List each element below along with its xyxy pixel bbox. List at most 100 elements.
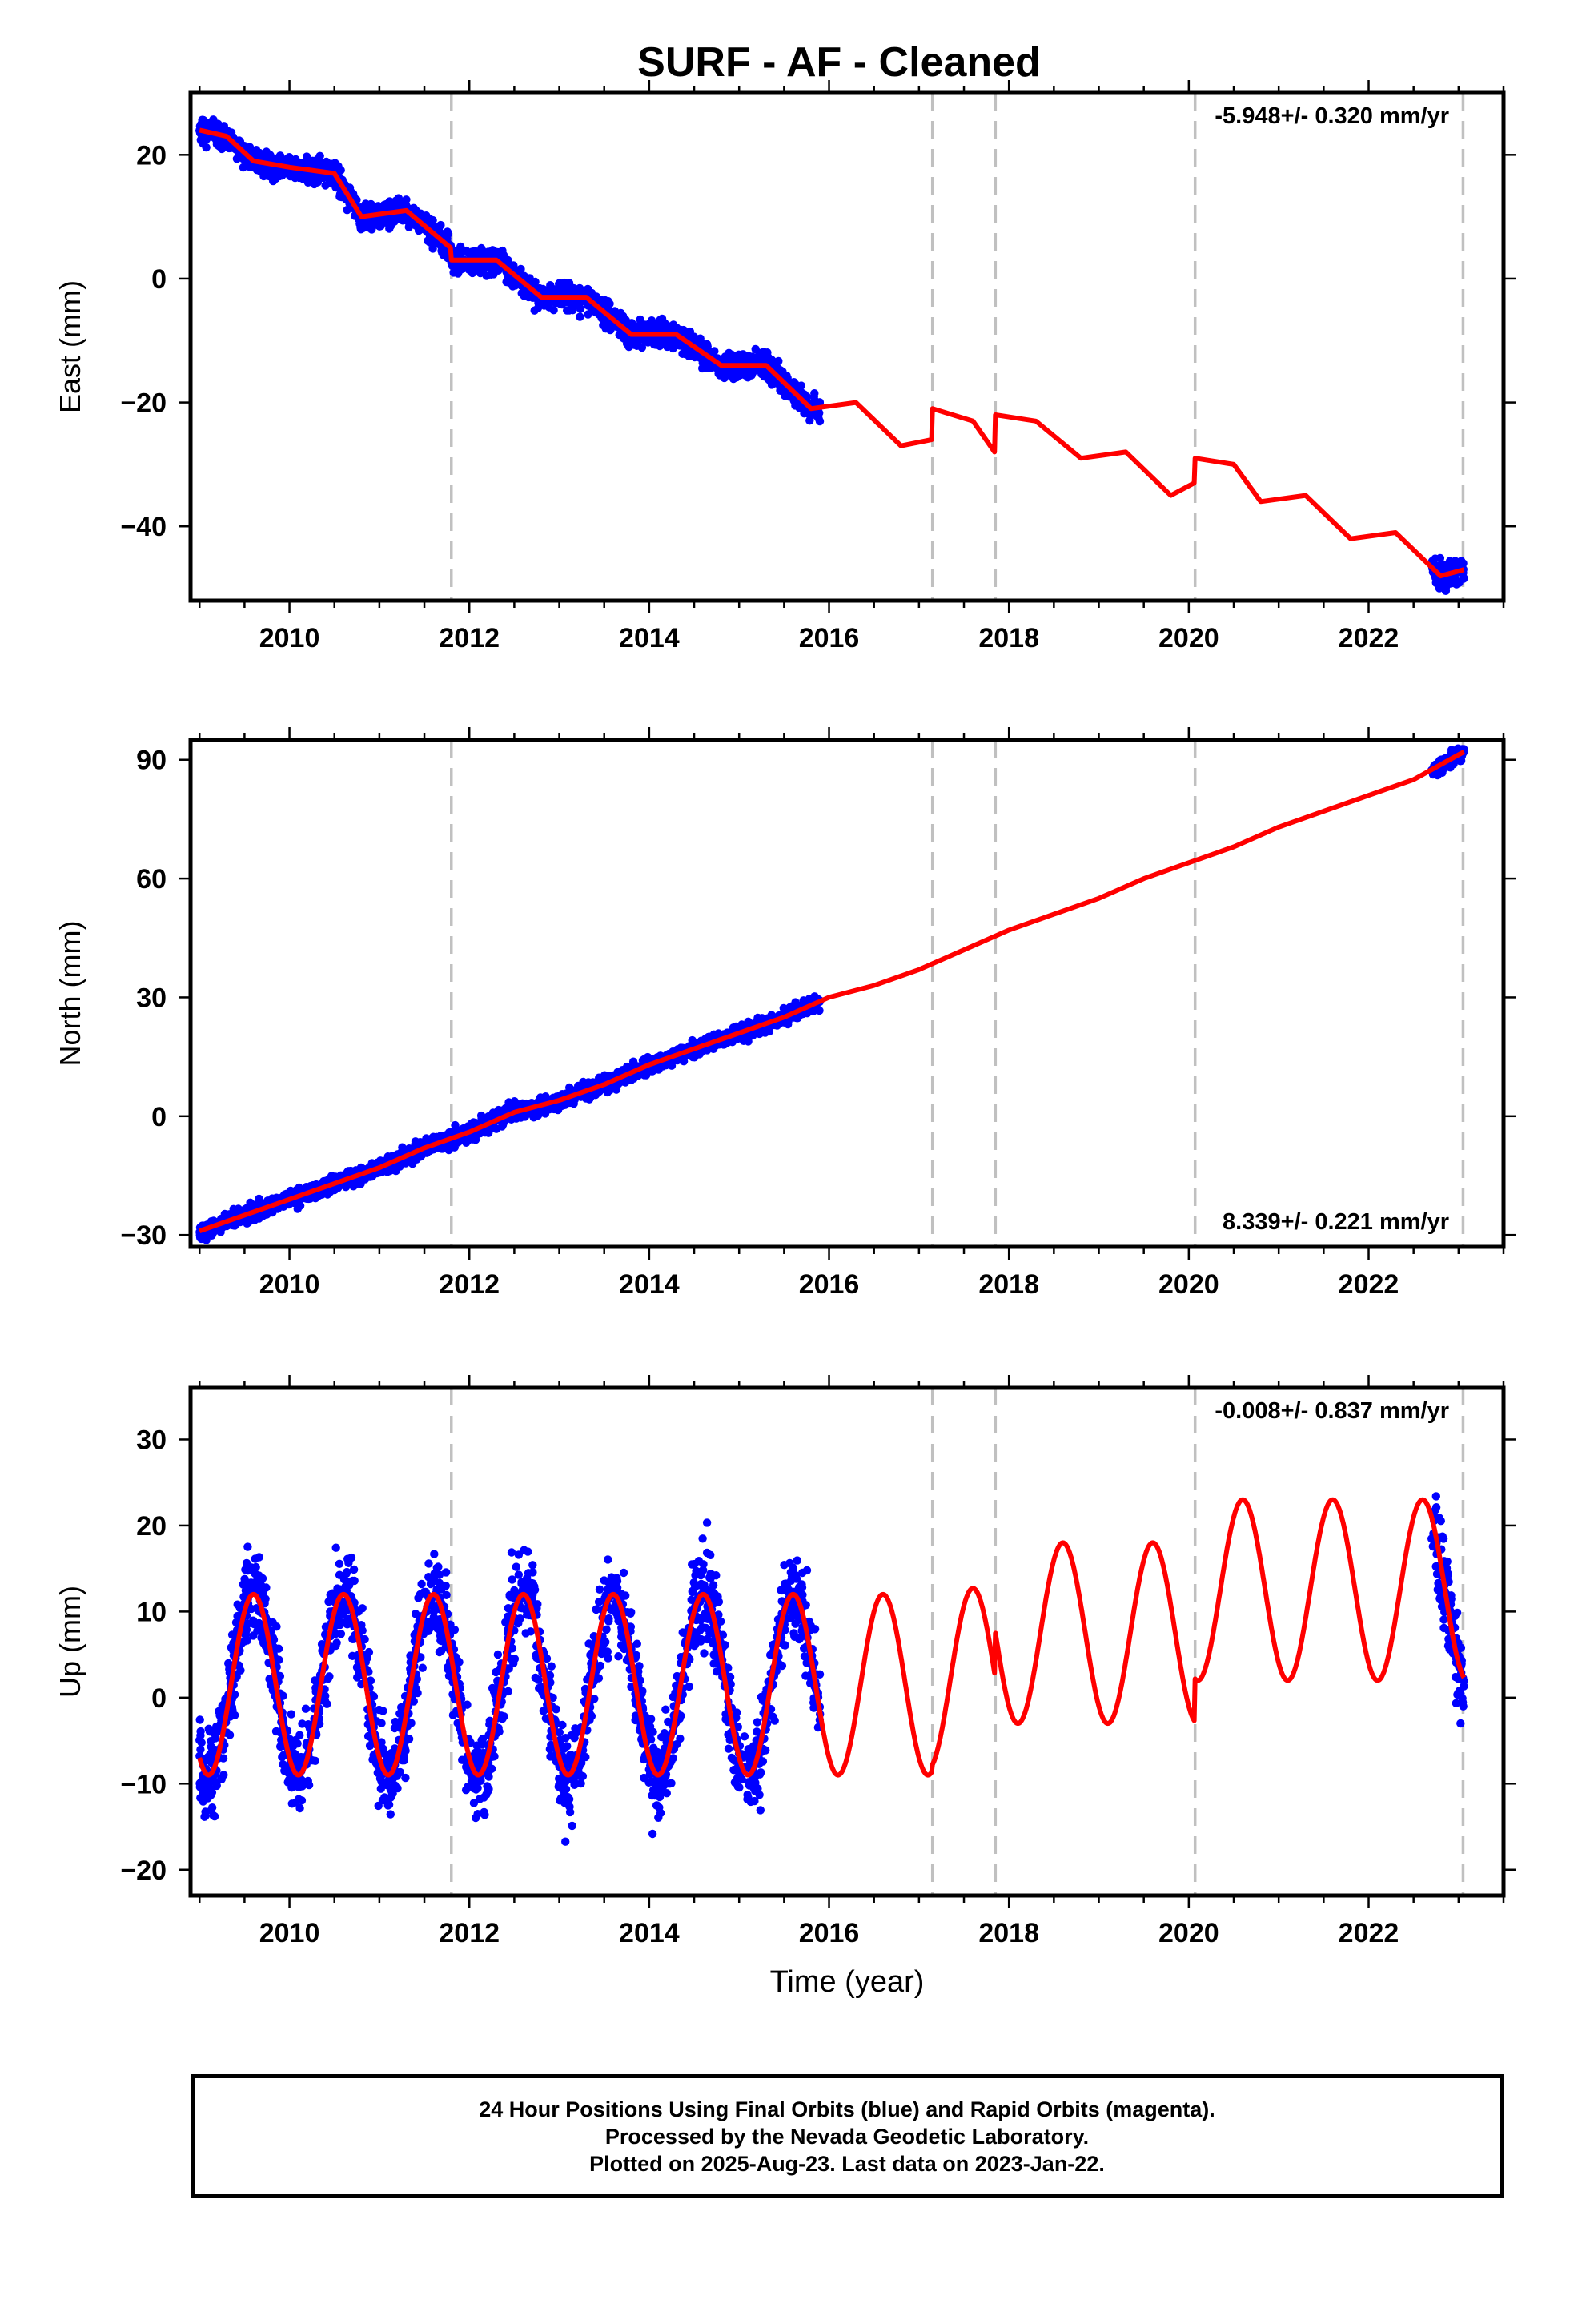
data-point: [559, 1100, 568, 1109]
data-point: [246, 1198, 255, 1208]
y-tick-label: 90: [136, 746, 167, 776]
data-point: [502, 277, 511, 287]
x-tick-label: 2018: [978, 1269, 1039, 1300]
x-tick-label: 2018: [978, 623, 1039, 653]
data-point: [389, 216, 399, 225]
data-point: [263, 171, 272, 180]
data-point: [1441, 586, 1451, 595]
data-point: [336, 1630, 346, 1638]
data-point: [289, 1188, 298, 1197]
data-point: [243, 1542, 252, 1551]
data-point: [271, 174, 280, 183]
data-point: [212, 136, 221, 145]
data-point: [748, 352, 757, 361]
data-point: [1451, 575, 1460, 584]
data-point: [727, 372, 736, 380]
data-point: [516, 264, 525, 274]
data-point: [577, 287, 586, 296]
data-point: [428, 244, 437, 253]
data-point: [693, 336, 703, 346]
data-point: [452, 260, 462, 270]
data-point: [1459, 573, 1468, 582]
data-point: [622, 339, 632, 348]
data-point: [721, 355, 729, 364]
data-point: [542, 298, 552, 307]
figure-title: SURF - AF - Cleaned: [637, 39, 1041, 86]
data-point: [450, 1143, 459, 1152]
data-point: [714, 1029, 723, 1038]
data-point: [629, 338, 638, 347]
data-point: [680, 327, 689, 336]
x-tick-label: 2022: [1339, 1269, 1399, 1300]
data-point: [702, 340, 712, 349]
y-tick-label: −20: [120, 388, 167, 419]
y-axis-label: North (mm): [54, 921, 86, 1067]
data-point: [522, 291, 532, 300]
data-point: [584, 310, 592, 319]
data-point: [440, 231, 449, 240]
data-point: [308, 156, 317, 165]
data-point: [331, 1172, 340, 1181]
y-tick-label: 20: [136, 140, 167, 171]
x-tick-label: 2022: [1339, 623, 1399, 653]
data-point: [619, 1568, 628, 1578]
data-point: [331, 1543, 340, 1552]
x-tick-label: 2020: [1158, 623, 1219, 653]
data-point: [761, 1028, 769, 1037]
data-point: [303, 152, 311, 161]
data-point: [648, 1829, 657, 1839]
plot-frame: [188, 90, 1506, 603]
data-point: [651, 320, 661, 329]
y-tick-label: −30: [120, 1220, 167, 1251]
data-point: [745, 1030, 754, 1039]
rate-label: 8.339+/- 0.221 mm/yr: [1223, 1209, 1449, 1235]
data-point: [812, 412, 821, 420]
data-point: [489, 270, 498, 279]
data-point: [665, 337, 673, 346]
y-tick-label: 0: [151, 264, 167, 295]
data-point: [279, 1191, 288, 1200]
data-point: [453, 269, 463, 278]
data-point: [310, 175, 319, 183]
data-point: [439, 251, 448, 259]
data-point: [738, 350, 748, 359]
x-tick-label: 2010: [259, 1269, 320, 1300]
data-point: [196, 1745, 205, 1754]
data-point: [714, 367, 724, 376]
panel-3: 2010 2012 2014 2016 2018 2020 2022−20−10010203…: [54, 1375, 1516, 1999]
data-point: [468, 268, 477, 278]
panels: 2010 2012 2014 2016 2018 2020 2022−40−20020Eas…: [54, 80, 1516, 1999]
data-point: [1431, 554, 1439, 563]
data-point: [765, 376, 774, 385]
data-point: [199, 115, 208, 125]
data-point: [774, 356, 783, 366]
y-tick-label: 0: [151, 1102, 167, 1132]
data-point: [595, 1585, 604, 1594]
x-tick-label: 2014: [619, 1269, 680, 1300]
data-point: [321, 181, 330, 190]
y-tick-label: 60: [136, 864, 167, 895]
data-point: [365, 223, 375, 232]
x-tick-label: 2012: [439, 1269, 500, 1300]
data-point: [584, 1078, 593, 1087]
model-line: [199, 127, 1465, 579]
data-point: [386, 1810, 395, 1819]
x-tick-label: 2016: [799, 623, 860, 653]
data-point: [533, 304, 543, 312]
data-point: [375, 222, 384, 231]
data-point: [685, 352, 693, 360]
panel-2: 2010 2012 2014 2016 2018 2020 2022−300306090No…: [54, 727, 1516, 1300]
data-point: [355, 219, 364, 228]
x-tick-label: 2012: [439, 623, 500, 653]
data-point: [219, 122, 228, 131]
x-tick-label: 2016: [799, 1269, 860, 1300]
data-point: [784, 1019, 793, 1029]
data-point: [284, 156, 294, 165]
data-point: [202, 143, 211, 152]
data-point: [252, 166, 262, 175]
data-point: [673, 339, 681, 348]
data-point: [639, 335, 648, 344]
plot-frame: [188, 738, 1506, 1249]
data-point: [419, 213, 428, 222]
data-point: [605, 300, 614, 308]
